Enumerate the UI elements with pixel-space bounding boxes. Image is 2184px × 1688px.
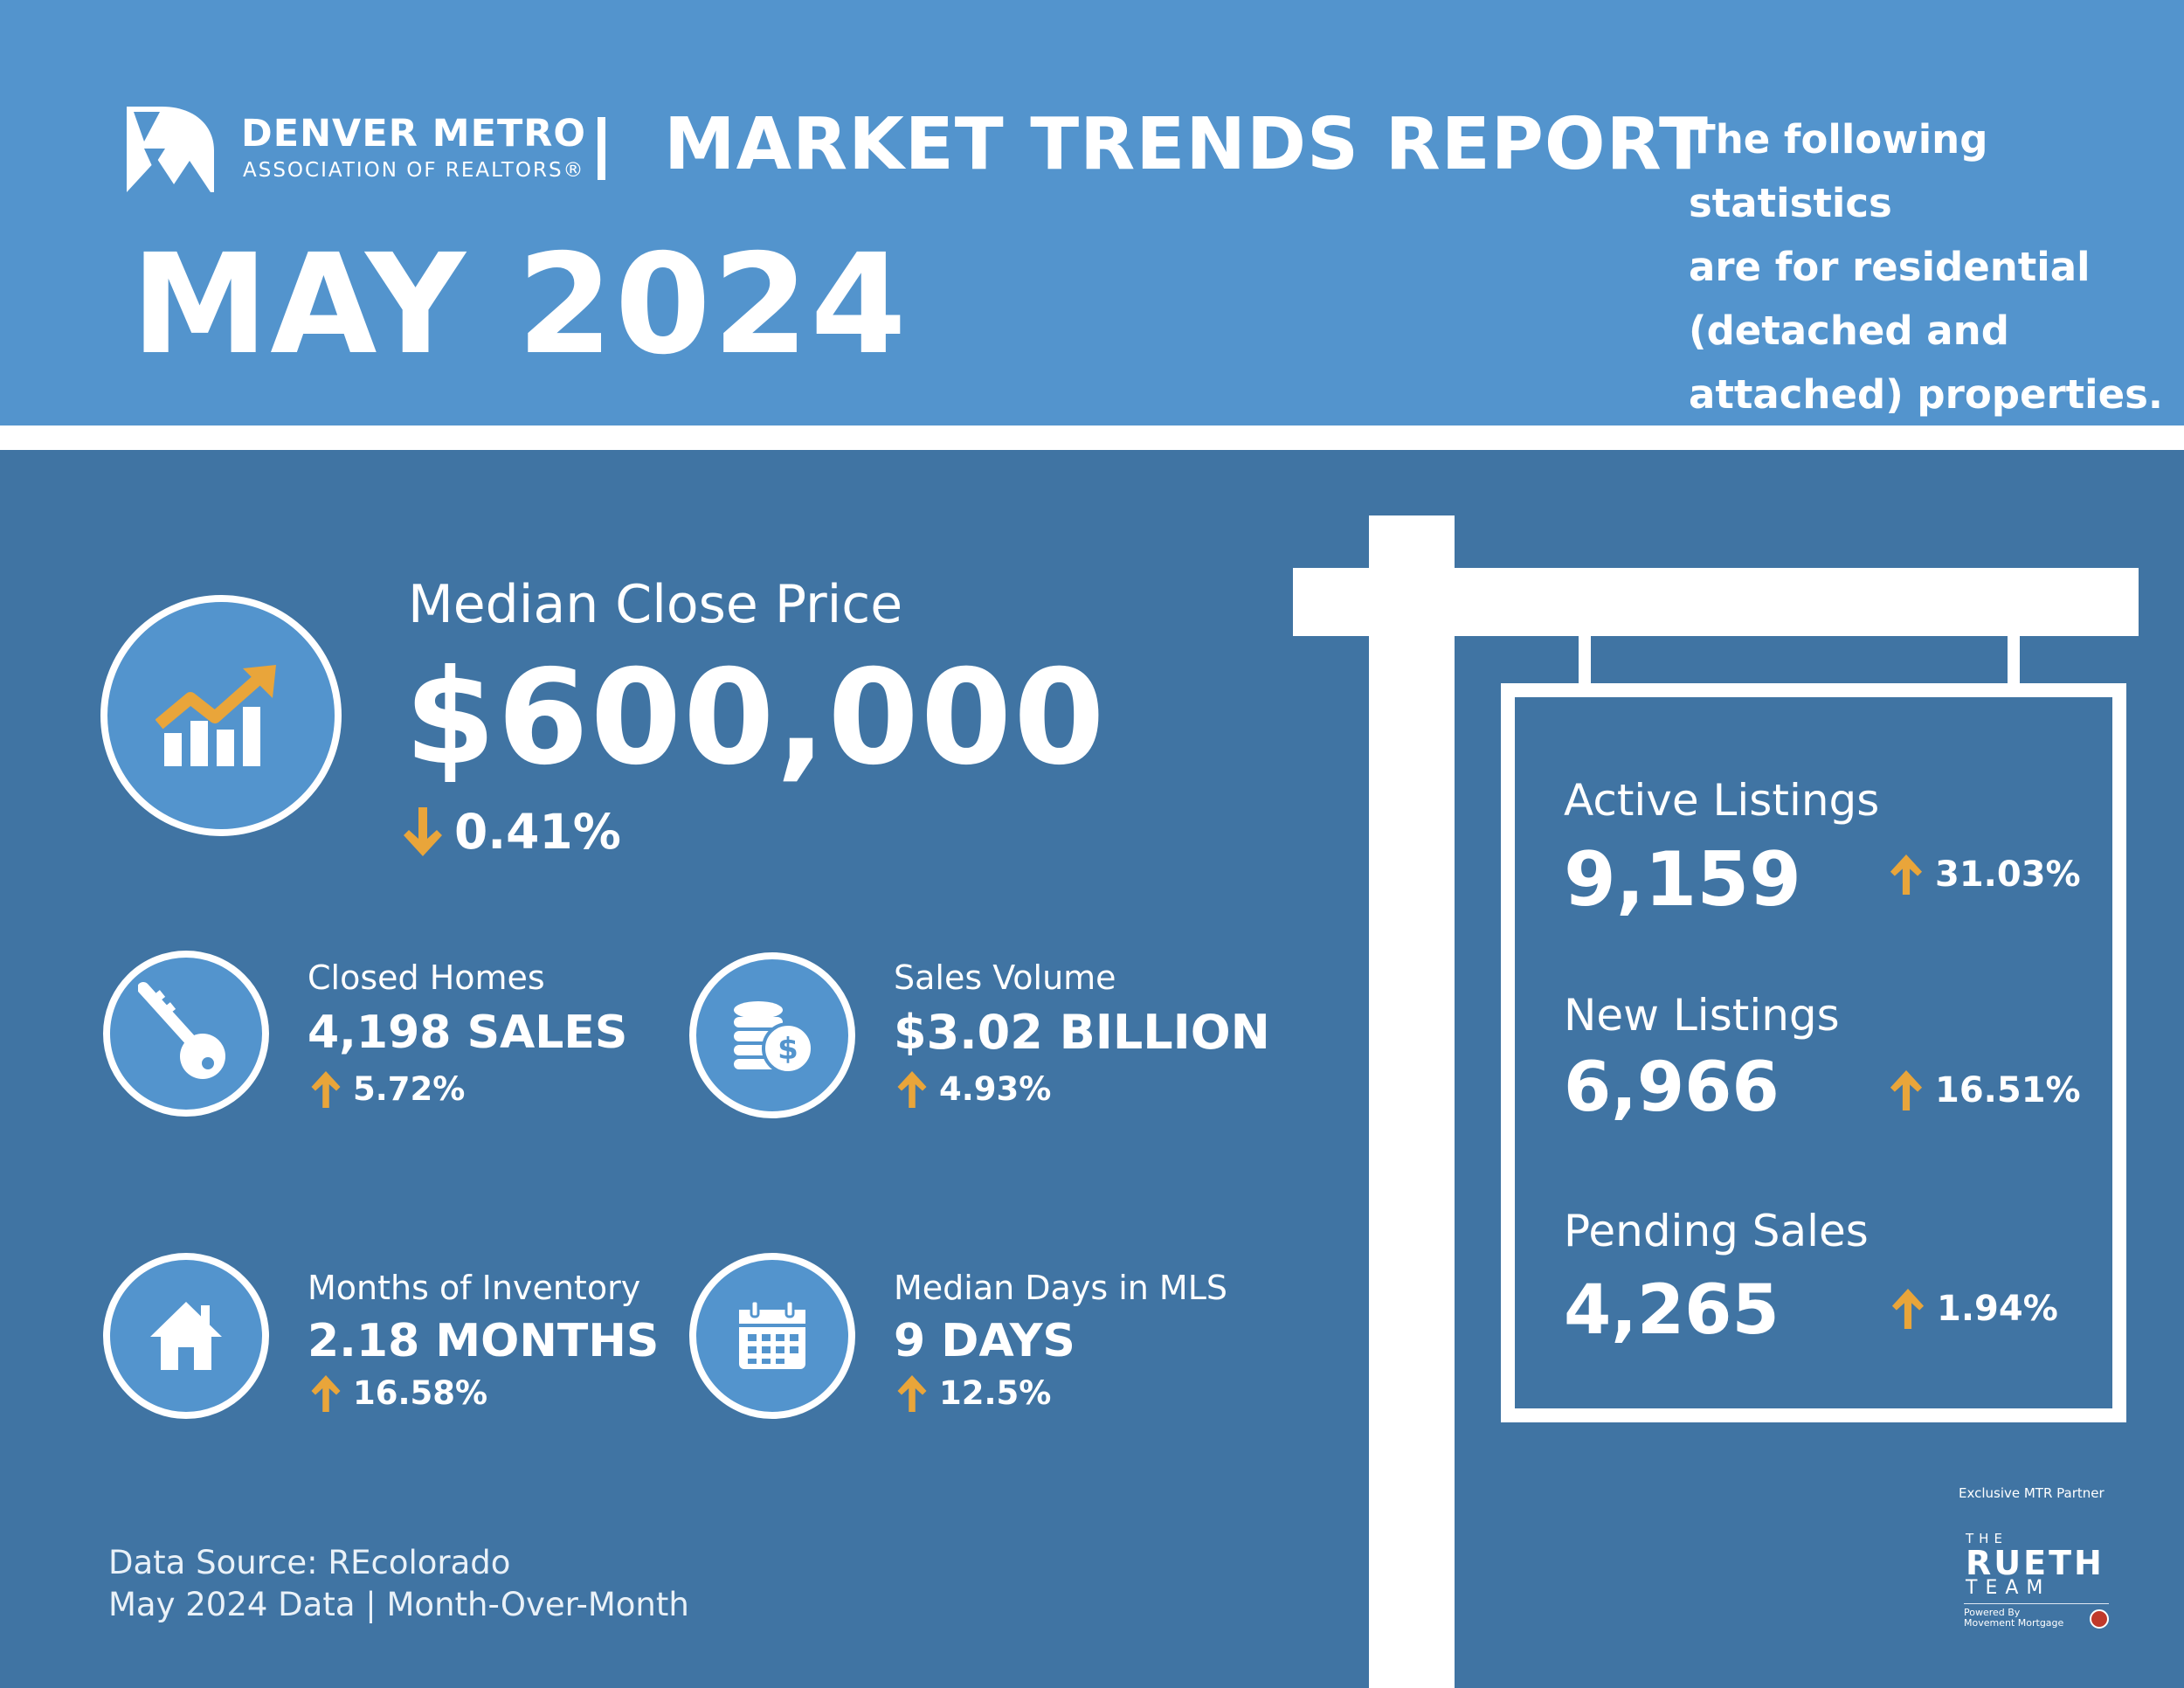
data-period-text: May 2024 Data | Month-Over-Month xyxy=(108,1586,689,1623)
header-divider xyxy=(0,425,2184,450)
change-text: 16.51% xyxy=(1935,1070,2081,1110)
data-source-text: Data Source: REcolorado xyxy=(108,1544,511,1581)
arrow-up-icon xyxy=(1890,1070,1923,1110)
intro-line: attached) properties. xyxy=(1689,371,2164,418)
months-inventory-value: 2.18 MONTHS xyxy=(308,1315,660,1367)
change-text: 1.94% xyxy=(1937,1289,2058,1329)
sales-volume-label: Sales Volume xyxy=(894,958,1116,997)
closed-homes-value: 4,198 SALES xyxy=(308,1007,628,1059)
median-price-circle xyxy=(100,595,342,836)
arrow-up-icon xyxy=(311,1374,341,1412)
partner-rule xyxy=(1964,1603,2109,1604)
partner-powered-line: Movement Mortgage xyxy=(1964,1617,2064,1629)
arrow-down-icon xyxy=(404,807,442,856)
change-text: 31.03% xyxy=(1935,854,2081,895)
pending-sales-label: Pending Sales xyxy=(1564,1206,1869,1256)
change-text: 4.93% xyxy=(939,1070,1052,1108)
change-text: 0.41% xyxy=(454,804,621,860)
calendar-icon xyxy=(739,1299,805,1369)
median-price-change: 0.41% xyxy=(404,804,621,860)
closed-homes-label: Closed Homes xyxy=(308,958,545,997)
change-text: 16.58% xyxy=(353,1374,488,1412)
org-name: DENVER METRO xyxy=(241,112,586,156)
median-days-circle xyxy=(689,1253,855,1419)
main-panel xyxy=(0,450,2184,1688)
active-listings-change: 31.03% xyxy=(1890,854,2081,895)
intro-line: are for residential xyxy=(1689,244,2091,290)
report-month: MAY 2024 xyxy=(131,225,909,385)
svg-text:$: $ xyxy=(778,1032,798,1067)
new-listings-change: 16.51% xyxy=(1890,1070,2081,1110)
median-days-value: 9 DAYS xyxy=(894,1315,1075,1367)
denver-metro-logo-icon xyxy=(127,107,214,192)
active-listings-value: 9,159 xyxy=(1564,836,1802,924)
new-listings-value: 6,966 xyxy=(1564,1048,1780,1127)
partner-label: Exclusive MTR Partner xyxy=(1959,1485,2105,1501)
growth-chart-icon xyxy=(156,665,276,766)
arrow-up-icon xyxy=(897,1070,927,1108)
key-icon xyxy=(138,982,225,1079)
org-subtitle: ASSOCIATION OF REALTORS® xyxy=(243,159,585,182)
partner-the: THE xyxy=(1966,1531,2008,1546)
data-source-footer: Data Source: REcolorado May 2024 Data | … xyxy=(108,1542,689,1626)
coins-icon: $ xyxy=(734,1001,814,1075)
house-icon xyxy=(150,1302,222,1370)
change-text: 12.5% xyxy=(939,1374,1052,1412)
sales-volume-change: 4.93% xyxy=(897,1070,1051,1108)
arrow-up-icon xyxy=(1891,1289,1925,1329)
arrow-up-icon xyxy=(897,1374,927,1412)
median-price-label: Median Close Price xyxy=(408,574,903,635)
intro-line: (detached and xyxy=(1689,308,2009,354)
movement-mortgage-badge-icon xyxy=(2090,1609,2109,1629)
sales-volume-value: $3.02 BILLION xyxy=(894,1005,1270,1060)
median-days-label: Median Days in MLS xyxy=(894,1269,1228,1307)
partner-powered: Powered By Movement Mortgage xyxy=(1964,1608,2063,1629)
new-listings-label: New Listings xyxy=(1564,990,1840,1041)
change-text: 5.72% xyxy=(353,1070,466,1108)
header-banner xyxy=(0,0,2184,425)
months-inventory-circle xyxy=(103,1253,269,1419)
report-title: MARKET TRENDS REPORT xyxy=(664,103,1709,186)
intro-text: The following statistics are for residen… xyxy=(1689,107,2178,426)
arrow-up-icon xyxy=(1890,854,1923,895)
partner-powered-line: Powered By xyxy=(1964,1607,2021,1618)
pending-sales-value: 4,265 xyxy=(1564,1271,1780,1350)
title-separator xyxy=(598,117,605,180)
median-days-change: 12.5% xyxy=(897,1374,1051,1412)
median-price-value: $600,000 xyxy=(404,642,1107,794)
closed-homes-change: 5.72% xyxy=(311,1070,465,1108)
sales-volume-circle: $ xyxy=(689,952,855,1118)
arrow-up-icon xyxy=(311,1070,341,1108)
pending-sales-change: 1.94% xyxy=(1891,1289,2058,1329)
months-inventory-change: 16.58% xyxy=(311,1374,487,1412)
months-inventory-label: Months of Inventory xyxy=(308,1269,641,1307)
closed-homes-circle xyxy=(103,951,269,1117)
partner-team: TEAM xyxy=(1966,1577,2051,1599)
partner-name: RUETH xyxy=(1966,1544,2105,1582)
intro-line: The following statistics xyxy=(1689,116,1988,226)
active-listings-label: Active Listings xyxy=(1564,775,1880,826)
